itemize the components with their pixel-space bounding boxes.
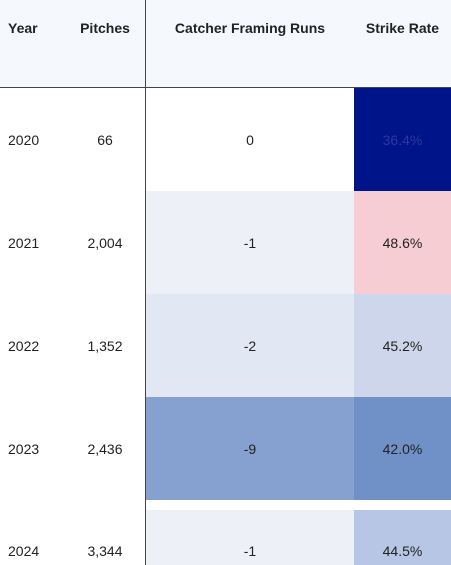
header-catcher-framing-runs[interactable]: Catcher Framing Runs: [174, 19, 326, 36]
table-row: 2023 2,436 -9 42.0%: [0, 397, 451, 500]
cell-catcher-framing-runs: 0: [146, 88, 354, 191]
table-header: Year Pitches Catcher Framing Runs Strike…: [0, 0, 451, 87]
cell-strike-rate: 48.6%: [354, 191, 451, 294]
table-row: 2021 2,004 -1 48.6%: [0, 191, 451, 294]
table-row: 2024 3,344 -1 44.5%: [0, 500, 451, 565]
cell-year: 2024: [8, 543, 40, 559]
cell-catcher-framing-runs: -2: [146, 294, 354, 397]
column-divider: [145, 0, 146, 565]
cell-year: 2020: [8, 131, 40, 148]
cell-catcher-framing-runs: -1: [146, 510, 354, 565]
cell-catcher-framing-runs: -9: [146, 397, 354, 500]
cell-strike-rate: 42.0%: [354, 397, 451, 500]
cell-strike-rate: 45.2%: [354, 294, 451, 397]
cell-pitches: 2,436: [87, 440, 123, 457]
cell-year: 2021: [8, 234, 40, 251]
header-divider: [0, 87, 451, 88]
header-strike-rate[interactable]: Strike Rate: [365, 19, 440, 36]
cell-pitches: 2,004: [87, 234, 123, 251]
cell-pitches: 66: [97, 131, 113, 148]
cell-pitches: 3,344: [87, 543, 123, 559]
table-row: 2020 66 0 36.4%: [0, 88, 451, 191]
cell-pitches: 1,352: [87, 337, 123, 354]
cell-strike-rate: 44.5%: [354, 510, 451, 565]
cell-year: 2022: [8, 337, 40, 354]
table-row: 2022 1,352 -2 45.2%: [0, 294, 451, 397]
cell-strike-rate: 36.4%: [354, 88, 451, 191]
cell-year: 2023: [8, 440, 40, 457]
header-year[interactable]: Year: [8, 19, 38, 36]
header-pitches[interactable]: Pitches: [80, 19, 130, 36]
cell-catcher-framing-runs: -1: [146, 191, 354, 294]
